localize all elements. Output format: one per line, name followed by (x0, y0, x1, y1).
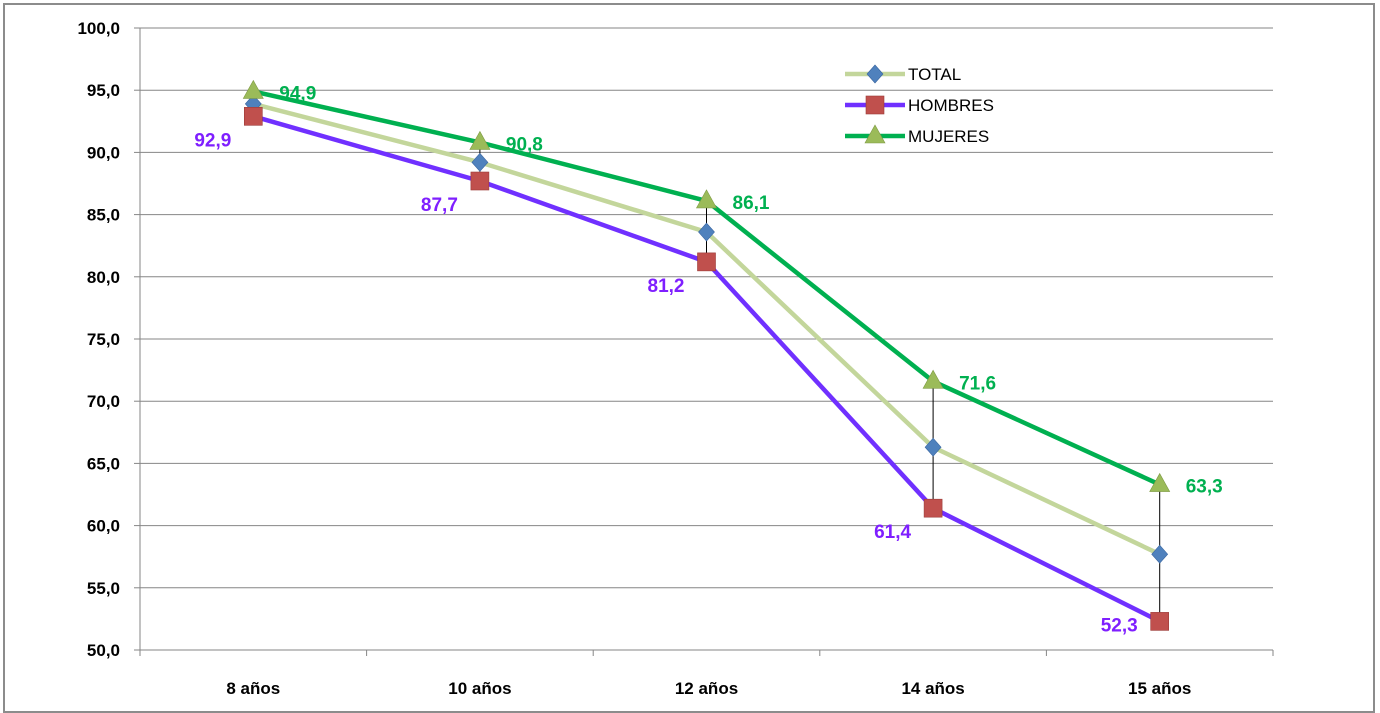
x-tick-label: 14 años (901, 679, 964, 698)
legend-label: TOTAL (908, 65, 961, 84)
data-label-mujeres: 90,8 (506, 134, 543, 155)
y-tick-label: 50,0 (87, 641, 120, 660)
data-point-mujeres (1149, 472, 1171, 492)
data-label-mujeres: 63,3 (1186, 477, 1223, 498)
data-label-hombres: 61,4 (874, 522, 911, 543)
legend-label: HOMBRES (908, 96, 994, 115)
x-tick-label: 8 años (226, 679, 280, 698)
data-point-hombres (470, 171, 490, 191)
data-label-hombres: 81,2 (648, 276, 685, 297)
y-tick-label: 70,0 (87, 392, 120, 411)
y-tick-label: 90,0 (87, 143, 120, 162)
legend-marker (865, 95, 885, 115)
data-point-total (1151, 544, 1169, 564)
legend-item-hombres: HOMBRES (845, 95, 994, 115)
data-point-mujeres (242, 79, 264, 99)
data-label-hombres: 87,7 (421, 195, 458, 216)
y-tick-label: 85,0 (87, 206, 120, 225)
y-tick-label: 55,0 (87, 579, 120, 598)
x-tick-label: 15 años (1128, 679, 1191, 698)
legend-item-mujeres: MUJERES (845, 124, 989, 146)
y-tick-label: 65,0 (87, 454, 120, 473)
legend-marker (866, 64, 884, 84)
legend-marker (864, 124, 886, 144)
y-tick-label: 95,0 (87, 81, 120, 100)
y-tick-label: 80,0 (87, 268, 120, 287)
chart-frame (3, 3, 1375, 713)
y-tick-label: 100,0 (77, 19, 120, 38)
data-point-mujeres (922, 369, 944, 389)
data-point-hombres (923, 498, 943, 518)
series-line-total (252, 101, 1161, 557)
x-tick-label: 10 años (448, 679, 511, 698)
y-tick-label: 60,0 (87, 517, 120, 536)
data-label-mujeres: 86,1 (733, 193, 770, 214)
series-line-mujeres (252, 89, 1161, 487)
data-point-hombres (1150, 612, 1169, 631)
data-point-mujeres (469, 130, 491, 150)
legend-label: MUJERES (908, 127, 989, 146)
legend-item-total: TOTAL (845, 64, 961, 84)
y-tick-label: 75,0 (87, 330, 120, 349)
data-label-mujeres: 94,9 (279, 83, 316, 104)
data-point-total (924, 437, 942, 457)
data-label-mujeres: 71,6 (959, 373, 996, 394)
data-point-total (471, 152, 489, 172)
data-point-hombres (244, 107, 263, 126)
data-point-total (698, 222, 715, 242)
data-label-hombres: 92,9 (194, 130, 231, 151)
x-tick-label: 12 años (675, 679, 738, 698)
data-point-hombres (697, 252, 716, 272)
data-point-mujeres (695, 189, 718, 209)
data-label-hombres: 52,3 (1101, 615, 1138, 636)
